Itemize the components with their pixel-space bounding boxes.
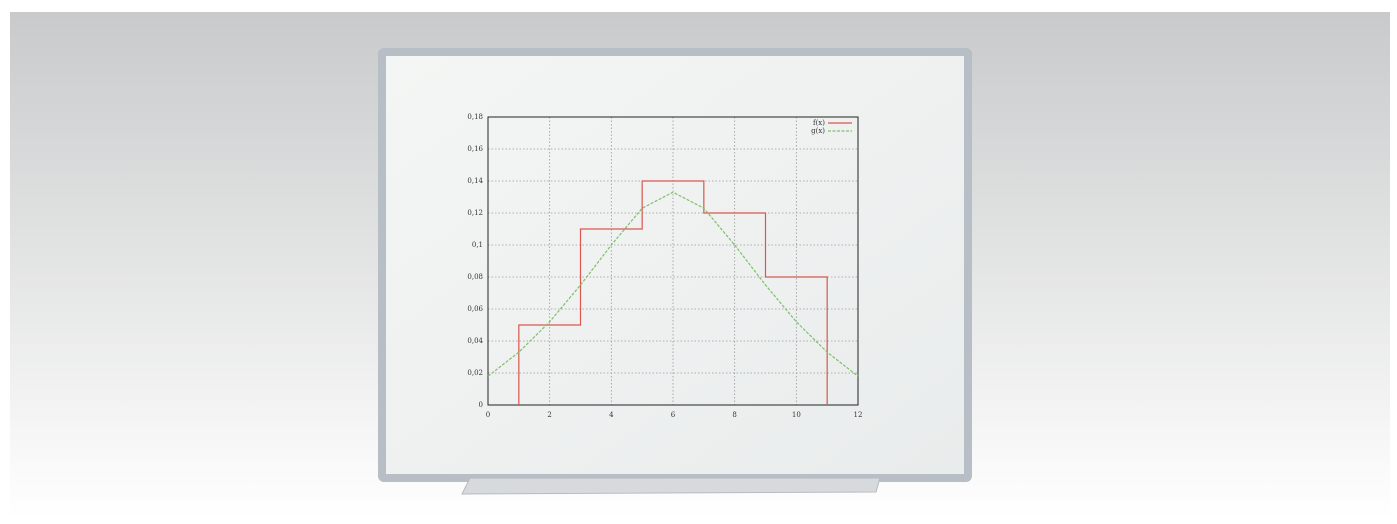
legend-label: f(x) <box>813 119 825 127</box>
y-tick-label: 0,04 <box>467 337 483 345</box>
x-tick-label: 12 <box>854 411 863 419</box>
x-tick-label: 4 <box>609 411 614 419</box>
series-line <box>518 180 828 405</box>
board-surface <box>386 56 964 474</box>
x-tick-label: 0 <box>486 411 490 419</box>
y-tick-label: 0,1 <box>472 241 483 249</box>
x-tick-label: 8 <box>732 411 736 419</box>
y-tick-label: 0,18 <box>467 113 483 121</box>
y-tick-label: 0,14 <box>467 177 483 185</box>
y-tick-label: 0,16 <box>467 145 483 153</box>
legend-label: g(x) <box>811 127 825 135</box>
y-tick-label: 0 <box>479 401 483 409</box>
y-tick-label: 0,06 <box>467 305 483 313</box>
series-line <box>487 191 859 377</box>
plot: 0 0,02 0,04 0,06 0,08 0,1 0,12 0,14 0,16 0,18 0 2 4 6… <box>467 113 862 419</box>
y-tick-label: 0,02 <box>467 369 483 377</box>
x-tick-label: 6 <box>671 411 676 419</box>
x-tick-label: 10 <box>792 411 801 419</box>
plot-border <box>487 116 859 406</box>
y-tick-label: 0,12 <box>467 209 483 217</box>
board-tray <box>461 477 881 495</box>
y-tick-label: 0,08 <box>467 273 483 281</box>
x-tick-label: 2 <box>547 411 551 419</box>
